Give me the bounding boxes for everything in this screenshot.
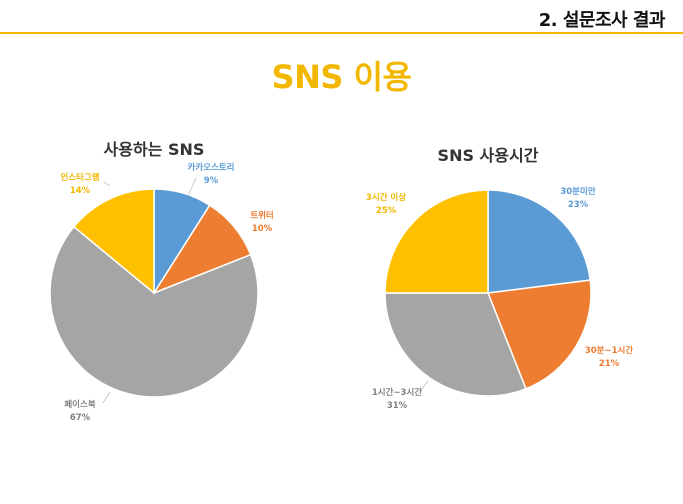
leader-line-0-2 (102, 391, 111, 404)
slice-category-label-0-3: 인스타그램 (60, 172, 99, 183)
slice-percent-label-1-2: 31% (387, 401, 408, 411)
pie-slice-1-1 (486, 279, 592, 390)
slice-category-label-1-1: 30분~1시간 (585, 345, 634, 356)
slice-category-label-0-0: 카카오스토리 (188, 162, 235, 173)
slice-percent-label-0-1: 10% (252, 224, 273, 234)
slice-percent-label-1-0: 23% (568, 200, 589, 210)
section-title: 2. 설문조사 결과 (538, 10, 666, 31)
slice-category-label-1-0: 30분미만 (560, 186, 595, 197)
leader-line-1-2 (420, 380, 429, 391)
pie-slice-1-2 (384, 292, 527, 397)
slice-percent-label-1-3: 25% (376, 206, 397, 216)
slice-percent-label-0-3: 14% (70, 186, 91, 196)
pie-slice-1-0 (487, 189, 592, 294)
slice-category-label-0-1: 트위터 (250, 210, 273, 221)
pie-slice-0-2 (49, 225, 259, 398)
pie-slice-1-3 (384, 189, 489, 294)
slice-percent-label-0-0: 9% (204, 176, 219, 186)
slice-category-label-1-3: 3시간 이상 (366, 192, 406, 203)
pie-slice-0-3 (72, 188, 155, 295)
slice-category-label-1-2: 1시간~3시간 (372, 387, 422, 398)
chart-title-sns-used: 사용하는 SNS (103, 140, 205, 159)
slice-percent-label-1-1: 21% (599, 359, 620, 369)
chart-title-sns-time: SNS 사용시간 (437, 146, 539, 165)
header-divider (0, 32, 683, 34)
page-title: SNS 이용 (271, 58, 412, 96)
leader-line-0-3 (103, 181, 111, 187)
slice-percent-label-0-2: 67% (70, 413, 91, 423)
slice-category-label-0-2: 페이스북 (64, 399, 95, 410)
leader-line-0-0 (187, 177, 197, 197)
